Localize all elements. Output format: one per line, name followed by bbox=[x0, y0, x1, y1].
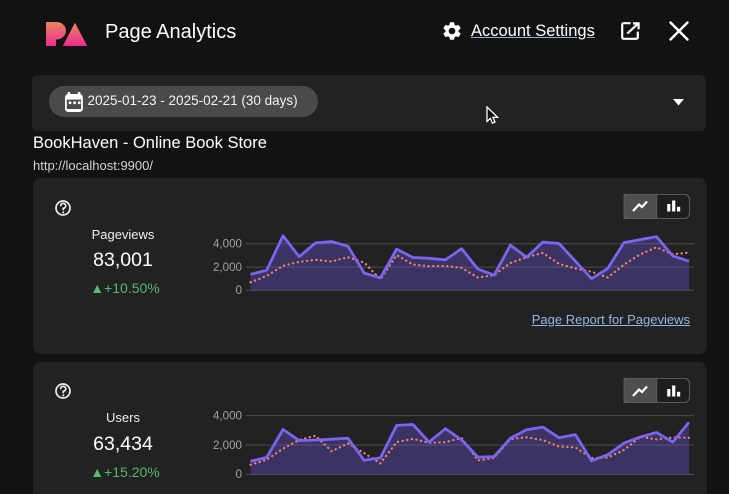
svg-text:2,000: 2,000 bbox=[213, 261, 242, 274]
svg-text:0: 0 bbox=[236, 284, 242, 297]
svg-text:0: 0 bbox=[236, 468, 242, 481]
svg-text:2,000: 2,000 bbox=[213, 439, 242, 452]
svg-text:4,000: 4,000 bbox=[213, 238, 242, 251]
svg-text:4,000: 4,000 bbox=[213, 409, 242, 422]
